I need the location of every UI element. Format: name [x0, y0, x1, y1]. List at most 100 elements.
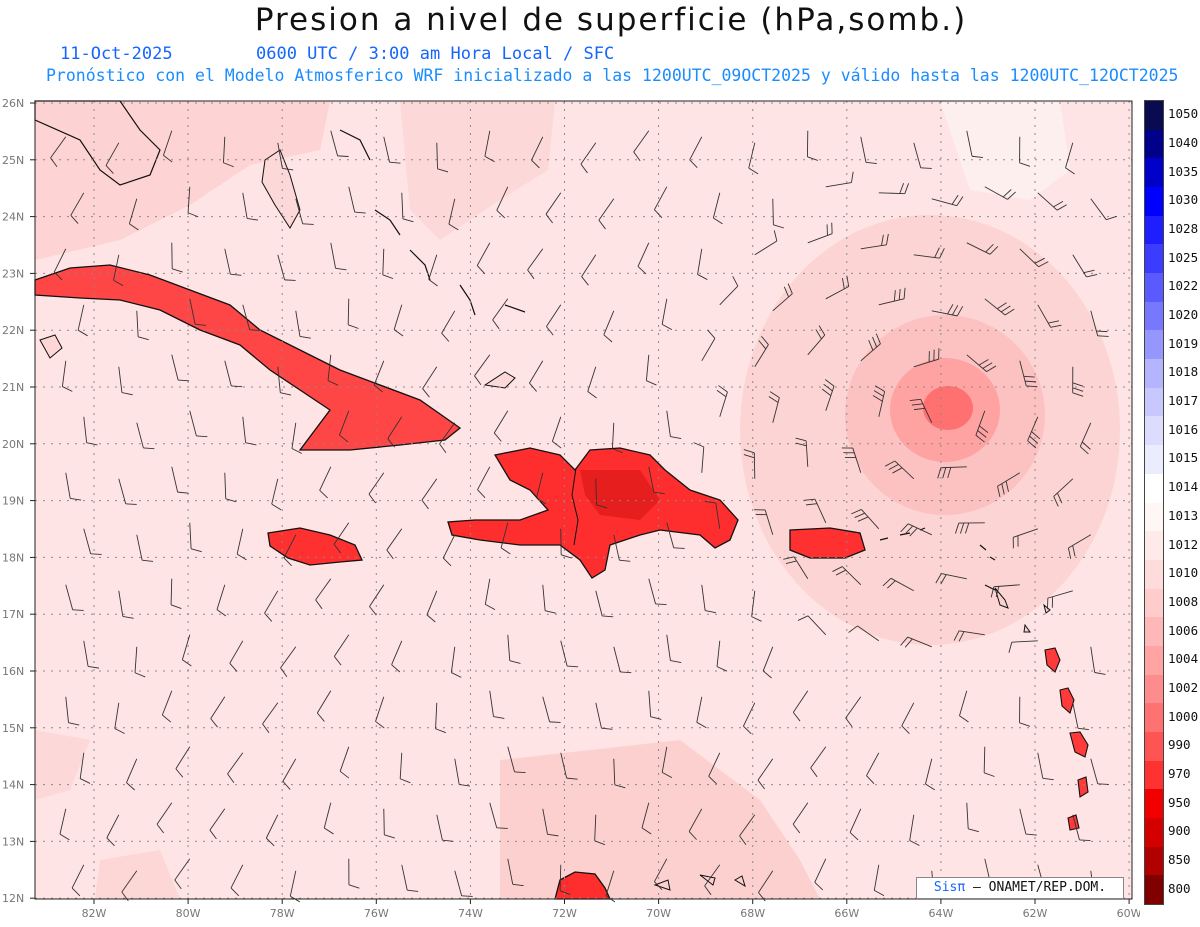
- martinique-land: [1069, 731, 1089, 758]
- colorbar-label: 800: [1168, 880, 1191, 896]
- lon-label: 62W: [1023, 907, 1048, 920]
- colorbar-label: 1006: [1168, 622, 1199, 638]
- colorbar-label: 1028: [1168, 221, 1199, 237]
- low-pressure-eye: [923, 386, 973, 430]
- wind-barb: [580, 142, 597, 174]
- wind-barb: [953, 630, 985, 642]
- wind-barb: [925, 758, 936, 791]
- wind-barb: [1037, 304, 1062, 328]
- wind-barb: [435, 702, 447, 734]
- wind-barb: [489, 802, 508, 829]
- wind-barb: [79, 752, 91, 784]
- wind-barb: [369, 584, 385, 616]
- wind-barb: [161, 690, 173, 723]
- wind-barb: [931, 194, 964, 207]
- wind-barb: [507, 634, 521, 664]
- colorbar-segment: [1145, 760, 1163, 790]
- dominica-land: [1059, 687, 1075, 714]
- map-frame: [34, 100, 1133, 900]
- colorbar-label: 1012: [1168, 536, 1199, 552]
- wind-barb: [613, 646, 632, 674]
- wind-barb: [477, 466, 491, 499]
- wind-barb: [106, 814, 120, 847]
- wind-barb: [693, 442, 705, 473]
- wind-barb: [984, 298, 1015, 316]
- wind-barb: [648, 466, 665, 495]
- cuba-land: [34, 264, 462, 451]
- wind-barb: [236, 528, 247, 561]
- lat-label: 22N: [2, 324, 24, 337]
- wind-barb: [209, 808, 226, 840]
- wind-barb: [814, 858, 827, 891]
- wind-barb: [1079, 422, 1092, 455]
- wind-barb: [595, 702, 613, 730]
- wind-barb: [1027, 416, 1041, 449]
- wind-barb: [1047, 590, 1073, 610]
- wind-barb: [783, 556, 809, 580]
- wind-barb: [873, 864, 885, 897]
- wind-barb: [368, 472, 385, 504]
- wind-barb: [387, 416, 403, 448]
- wind-barb: [1090, 310, 1109, 337]
- lon-label: 72W: [552, 907, 577, 920]
- lon-label: 74W: [458, 907, 483, 920]
- wind-barb: [61, 360, 73, 392]
- wind-barb: [913, 348, 940, 368]
- wind-barb: [118, 366, 133, 396]
- colorbar-label: 990: [1168, 737, 1191, 753]
- wind-barb: [277, 366, 292, 396]
- wind-barb: [913, 142, 932, 169]
- colorbar-segment: [1145, 273, 1163, 303]
- wind-barb: [162, 130, 173, 163]
- lat-label: 16N: [2, 665, 24, 678]
- wind-barb: [743, 449, 756, 479]
- wind-barb: [795, 437, 809, 467]
- wind-barb: [1072, 366, 1084, 397]
- chart-title: Presion a nivel de superficie (hPa,somb.…: [254, 2, 968, 38]
- wind-barb: [65, 472, 82, 501]
- wind-barb: [171, 466, 189, 494]
- wind-barb: [913, 247, 945, 259]
- wind-barb: [792, 690, 809, 722]
- wind-barb: [654, 186, 668, 218]
- colorbar-segment: [1145, 559, 1163, 590]
- colorbar-segment: [1145, 387, 1163, 417]
- pressure-zone: [35, 730, 90, 800]
- wind-barb: [594, 814, 606, 846]
- wind-barb: [484, 578, 496, 611]
- wind-barb: [1019, 696, 1031, 727]
- colorbar-segment: [1145, 875, 1163, 905]
- wind-barb: [271, 478, 282, 511]
- wind-barb: [751, 590, 762, 622]
- wind-barb: [708, 752, 721, 785]
- colorbar-segment: [1145, 531, 1163, 561]
- wind-barb: [935, 573, 967, 585]
- wind-barb: [277, 142, 294, 171]
- wind-barb: [181, 634, 192, 667]
- pressure-zone: [500, 740, 820, 899]
- wind-barb: [393, 304, 404, 337]
- wind-barb: [442, 534, 456, 567]
- lat-lon-grid: [35, 101, 1132, 899]
- sis-logo-text: Sisπ: [933, 880, 966, 895]
- wind-barb: [997, 472, 1021, 498]
- wind-barb: [807, 325, 826, 356]
- wind-barb: [333, 522, 350, 554]
- wind-barb: [1037, 752, 1054, 781]
- wind-barb: [542, 696, 561, 723]
- colorbar-label: 1040: [1168, 135, 1199, 151]
- wind-barb: [975, 410, 989, 443]
- wind-barb: [860, 333, 881, 362]
- wind-barb: [426, 590, 438, 623]
- wind-barb: [1019, 136, 1031, 167]
- wind-barb: [224, 472, 237, 503]
- wind-barb: [966, 802, 979, 833]
- colorbar-segment: [1145, 703, 1163, 733]
- colorbar-segment: [1145, 129, 1163, 159]
- wind-barb: [806, 130, 818, 161]
- inagua-island: [483, 371, 516, 389]
- lat-label: 25N: [2, 154, 24, 167]
- wind-barb: [704, 500, 721, 529]
- puerto-rico-land: [789, 527, 866, 559]
- wind-barb: [966, 130, 984, 158]
